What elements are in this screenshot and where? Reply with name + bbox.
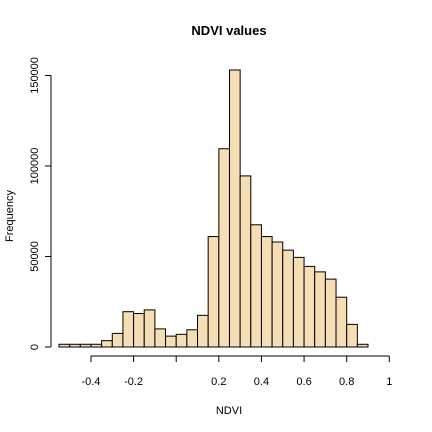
x-tick-label: 0.2 — [211, 376, 226, 388]
x-tick-label: 0.8 — [339, 376, 354, 388]
histogram-bar — [250, 224, 262, 348]
y-tick-label: 0 — [29, 344, 41, 350]
chart-title: NDVI values — [191, 23, 266, 38]
y-tick-label: 100000 — [29, 148, 41, 185]
histogram-bar — [314, 271, 326, 348]
x-axis: -0.4 -0.2 0.2 0.4 0.6 0.8 1 — [81, 355, 392, 388]
x-tick-label: 1 — [386, 376, 392, 388]
histogram-bar — [356, 343, 369, 348]
y-axis: 0 50000 100000 150000 — [29, 57, 52, 350]
histogram-bar — [271, 241, 284, 348]
histogram-bar — [69, 343, 81, 348]
histogram-bar — [175, 333, 188, 348]
x-tick-label: -0.2 — [124, 376, 143, 388]
histogram-bar — [58, 343, 71, 348]
y-axis-label: Frequency — [4, 190, 16, 242]
histogram-bar — [346, 323, 358, 348]
histogram-bar — [197, 314, 209, 348]
histogram-bar — [122, 311, 135, 348]
histogram-bar — [79, 343, 92, 348]
histogram-bar — [228, 69, 241, 348]
x-tick-label: -0.4 — [81, 376, 100, 388]
bars-group — [58, 69, 369, 348]
histogram-bar — [260, 236, 273, 348]
histogram-bar — [303, 265, 316, 348]
x-tick-label: 0.6 — [296, 376, 311, 388]
histogram-bar — [186, 329, 199, 348]
x-axis-label: NDVI — [216, 405, 242, 417]
histogram-bar — [143, 309, 156, 348]
x-tick-label: 0.4 — [254, 376, 269, 388]
histogram-bar — [218, 148, 230, 348]
histogram-bar — [335, 296, 348, 348]
histogram-bar — [239, 175, 252, 348]
histogram-bar — [324, 278, 337, 348]
histogram-bar — [154, 328, 167, 348]
histogram-bar — [282, 249, 294, 348]
histogram-bar — [292, 256, 305, 348]
y-tick-label: 150000 — [29, 57, 41, 94]
histogram-bar — [90, 343, 103, 348]
y-tick-label: 50000 — [29, 241, 41, 272]
histogram-bar — [165, 335, 177, 348]
histogram-bar — [207, 236, 220, 348]
histogram-bar — [133, 313, 145, 348]
histogram-bar — [111, 332, 124, 348]
histogram-bar — [101, 340, 113, 348]
